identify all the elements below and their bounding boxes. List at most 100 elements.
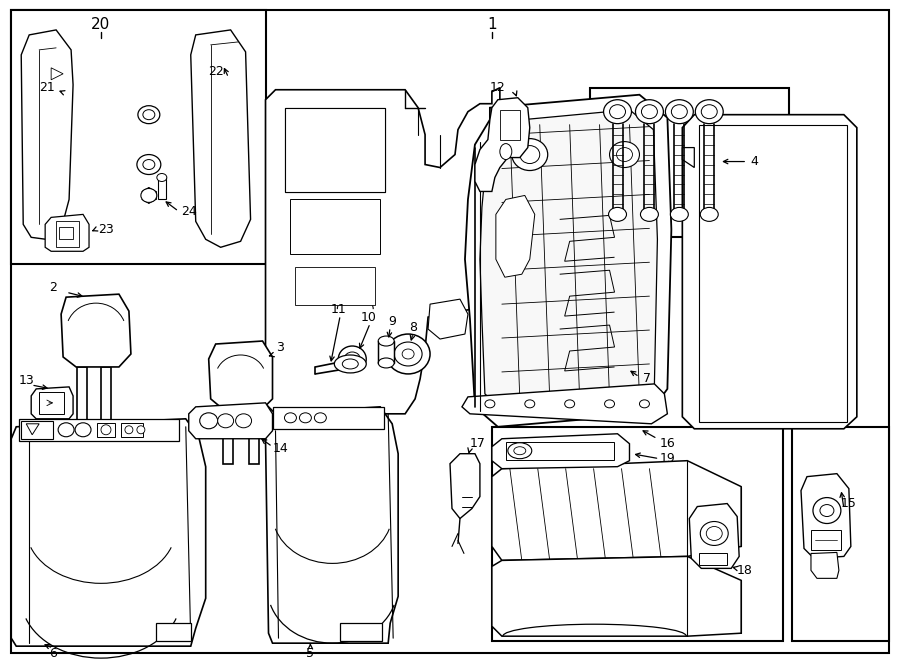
Polygon shape [811,553,839,578]
Polygon shape [45,214,89,251]
Ellipse shape [284,413,296,423]
Ellipse shape [402,349,414,359]
Text: 6: 6 [50,646,57,660]
Bar [158,178,166,200]
Bar [222,409,232,463]
Ellipse shape [564,400,574,408]
Polygon shape [12,419,206,646]
Bar [101,367,111,427]
Ellipse shape [525,400,535,408]
Polygon shape [492,434,629,469]
Ellipse shape [605,400,615,408]
Ellipse shape [642,104,657,119]
Bar [22,421,53,439]
Ellipse shape [137,155,161,175]
Text: 14: 14 [273,442,288,455]
Bar [156,623,191,641]
Polygon shape [61,294,130,367]
Ellipse shape [665,100,693,124]
Bar [19,419,179,441]
Ellipse shape [345,352,360,366]
Text: 22: 22 [208,65,223,78]
Polygon shape [32,387,73,419]
Polygon shape [465,95,671,427]
Text: 24: 24 [181,205,196,218]
Bar [699,553,727,565]
Ellipse shape [300,413,311,423]
Text: 2: 2 [50,281,57,293]
Ellipse shape [314,413,327,423]
Bar [500,110,520,139]
Text: 17: 17 [470,437,486,450]
Bar [378,341,394,363]
Polygon shape [475,98,530,192]
Polygon shape [22,30,73,239]
Text: 23: 23 [98,223,114,236]
Bar [340,623,382,641]
Polygon shape [189,403,273,439]
Bar [811,531,841,551]
Ellipse shape [616,147,633,161]
Polygon shape [209,341,273,409]
Polygon shape [450,453,480,518]
Ellipse shape [58,423,74,437]
Ellipse shape [609,141,640,167]
Ellipse shape [508,443,532,459]
Bar [699,125,847,422]
Bar [273,407,384,429]
Polygon shape [191,30,250,247]
Bar [291,200,380,254]
Ellipse shape [701,104,717,119]
Ellipse shape [641,208,659,221]
Ellipse shape [635,100,663,124]
Text: 3: 3 [276,340,284,354]
Bar [40,392,64,414]
Bar [492,427,783,641]
Polygon shape [480,110,657,412]
Ellipse shape [200,413,218,429]
Bar [77,367,87,427]
Bar [97,423,115,437]
Ellipse shape [138,106,160,124]
Ellipse shape [338,346,366,372]
Ellipse shape [386,334,430,374]
Bar [506,442,614,459]
Text: 5: 5 [306,646,314,660]
Text: 21: 21 [40,81,55,95]
Polygon shape [492,557,742,636]
Text: 12: 12 [490,81,506,95]
Text: 18: 18 [736,564,752,577]
Text: 8: 8 [410,321,417,334]
Text: 7: 7 [644,372,652,385]
Ellipse shape [394,342,422,366]
Ellipse shape [514,447,526,455]
Ellipse shape [485,400,495,408]
Polygon shape [682,147,694,167]
Ellipse shape [820,504,834,516]
Bar [121,423,143,437]
Text: 19: 19 [660,452,675,465]
Polygon shape [428,299,468,339]
Polygon shape [266,88,500,414]
Text: 16: 16 [660,437,675,450]
Ellipse shape [706,527,722,541]
Ellipse shape [378,336,394,346]
Bar [590,88,789,237]
Ellipse shape [608,208,626,221]
Ellipse shape [512,139,548,171]
Ellipse shape [342,359,358,369]
Ellipse shape [348,356,356,362]
Text: 20: 20 [92,17,111,32]
Ellipse shape [141,188,157,202]
Text: 11: 11 [330,303,346,315]
Polygon shape [462,384,668,424]
Ellipse shape [671,104,688,119]
Bar [12,10,266,264]
Ellipse shape [218,414,234,428]
Polygon shape [801,474,850,559]
Ellipse shape [143,110,155,120]
Ellipse shape [609,104,626,119]
Bar [295,267,375,305]
Ellipse shape [520,145,540,163]
Text: 15: 15 [841,497,857,510]
